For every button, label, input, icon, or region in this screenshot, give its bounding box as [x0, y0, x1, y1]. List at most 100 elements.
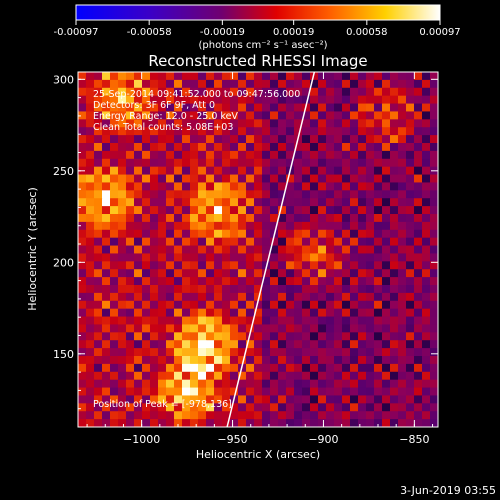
heatmap-pixel	[382, 150, 391, 160]
heatmap-pixel	[318, 324, 327, 333]
heatmap-pixel	[350, 127, 359, 136]
heatmap-pixel	[430, 261, 438, 270]
heatmap-pixel	[190, 95, 199, 104]
heatmap-pixel	[406, 79, 415, 89]
heatmap-pixel	[102, 166, 111, 175]
heatmap-pixel	[310, 277, 319, 286]
heatmap-pixel	[78, 214, 87, 223]
heatmap-pixel	[102, 261, 111, 270]
heatmap-pixel	[334, 340, 343, 349]
heatmap-pixel	[166, 135, 175, 144]
heatmap-pixel	[254, 253, 263, 262]
heatmap-pixel	[326, 103, 335, 112]
heatmap-pixel	[318, 158, 327, 168]
heatmap-pixel	[230, 387, 239, 396]
heatmap-pixel	[270, 411, 279, 420]
heatmap-pixel	[118, 363, 127, 373]
heatmap-pixel	[214, 229, 223, 239]
heatmap-pixel	[150, 245, 159, 254]
heatmap-pixel	[126, 79, 135, 89]
heatmap-pixel	[206, 221, 215, 231]
heatmap-pixel	[390, 103, 399, 112]
heatmap-pixel	[198, 245, 207, 254]
heatmap-pixel	[142, 300, 151, 310]
heatmap-pixel	[214, 214, 223, 223]
heatmap-pixel	[134, 308, 143, 317]
heatmap-pixel	[190, 166, 199, 175]
heatmap-pixel	[398, 182, 407, 191]
heatmap-pixel	[334, 103, 343, 112]
heatmap-pixel	[102, 103, 111, 112]
heatmap-pixel	[78, 419, 87, 427]
heatmap-pixel	[390, 79, 399, 89]
heatmap-pixel	[198, 182, 207, 191]
heatmap-pixel	[342, 127, 351, 136]
heatmap-pixel	[110, 143, 119, 152]
heatmap-pixel	[166, 316, 175, 325]
heatmap-pixel	[262, 79, 271, 89]
heatmap-pixel	[326, 419, 335, 427]
heatmap-pixel	[318, 206, 327, 215]
heatmap-pixel	[158, 237, 167, 246]
heatmap-pixel	[78, 261, 87, 270]
heatmap-pixel	[214, 324, 223, 333]
heatmap-pixel	[310, 300, 319, 310]
heatmap-pixel	[262, 87, 271, 97]
heatmap-pixel	[414, 332, 423, 341]
heatmap-pixel	[278, 332, 287, 341]
heatmap-pixel	[206, 261, 215, 270]
heatmap-pixel	[134, 166, 143, 175]
heatmap-pixel	[238, 229, 247, 239]
heatmap-pixel	[302, 348, 311, 357]
heatmap-pixel	[222, 206, 231, 215]
heatmap-pixel	[158, 285, 167, 294]
heatmap-pixel	[238, 135, 247, 144]
heatmap-pixel	[134, 277, 143, 286]
heatmap-pixel	[94, 72, 103, 81]
heatmap-pixel	[190, 182, 199, 191]
heatmap-pixel	[358, 292, 367, 302]
heatmap-pixel	[414, 87, 423, 97]
heatmap-pixel	[102, 119, 111, 128]
heatmap-pixel	[406, 111, 415, 120]
heatmap-pixel	[222, 79, 231, 89]
heatmap-pixel	[422, 95, 431, 104]
heatmap-pixel	[422, 403, 431, 412]
heatmap-pixel	[318, 379, 327, 388]
heatmap-pixel	[342, 308, 351, 317]
heatmap-pixel	[134, 214, 143, 223]
heatmap-pixel	[390, 261, 399, 270]
heatmap-pixel	[342, 206, 351, 215]
heatmap-pixel	[198, 395, 207, 404]
heatmap-pixel	[118, 403, 127, 412]
heatmap-pixel	[214, 190, 223, 199]
heatmap-pixel	[422, 72, 431, 81]
heatmap-pixel	[190, 363, 199, 373]
heatmap-pixel	[222, 182, 231, 191]
heatmap-pixel	[254, 87, 263, 97]
heatmap-pixel	[254, 419, 263, 427]
heatmap-pixel	[142, 135, 151, 144]
heatmap-pixel	[86, 277, 95, 286]
heatmap-pixel	[422, 363, 431, 373]
heatmap-pixel	[334, 332, 343, 341]
heatmap-pixel	[78, 363, 87, 373]
heatmap-pixel	[390, 111, 399, 120]
heatmap-pixel	[174, 300, 183, 310]
heatmap-pixel	[302, 292, 311, 302]
heatmap-pixel	[294, 127, 303, 136]
heatmap-pixel	[134, 237, 143, 246]
heatmap-pixel	[190, 356, 199, 365]
heatmap-pixel	[318, 403, 327, 412]
heatmap-pixel	[230, 190, 239, 199]
heatmap-pixel	[174, 419, 183, 427]
heatmap-pixel	[94, 143, 103, 152]
heatmap-pixel	[318, 332, 327, 341]
colorbar-tick-label: 0.00058	[346, 27, 387, 38]
heatmap-pixel	[174, 348, 183, 357]
heatmap-pixel	[214, 340, 223, 349]
heatmap-pixel	[286, 261, 295, 270]
heatmap-pixel	[254, 356, 263, 365]
heatmap-pixel	[358, 103, 367, 112]
heatmap-pixel	[390, 300, 399, 310]
